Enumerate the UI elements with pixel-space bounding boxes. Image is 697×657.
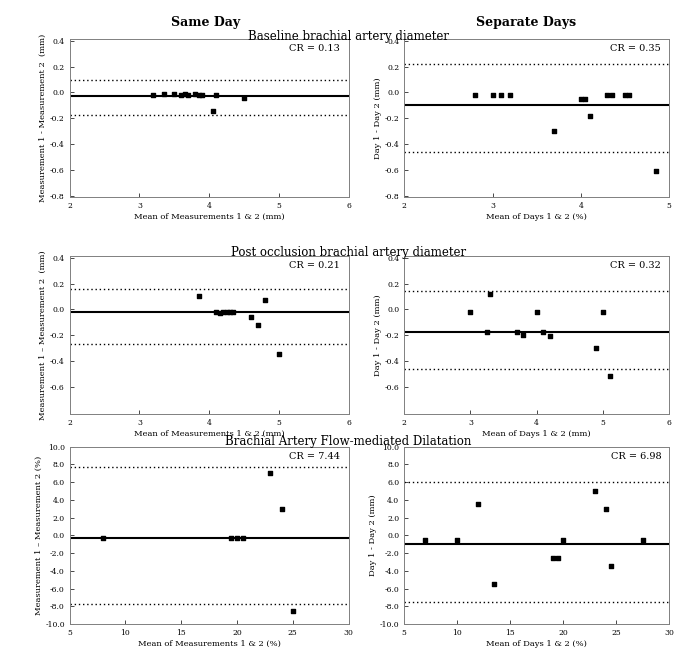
Point <box>473 499 484 510</box>
Point <box>252 319 263 330</box>
Point <box>605 561 616 572</box>
Point <box>265 468 276 478</box>
Point <box>552 553 563 563</box>
X-axis label: Mean of Days 1 & 2 (%): Mean of Days 1 & 2 (%) <box>487 640 587 648</box>
Point <box>217 307 229 317</box>
Point <box>98 533 109 543</box>
Point <box>558 535 569 545</box>
Point <box>420 535 431 545</box>
Point <box>650 166 661 176</box>
Point <box>169 89 180 99</box>
Point <box>210 307 222 317</box>
Point <box>193 291 204 302</box>
Point <box>489 579 500 589</box>
Point <box>469 90 480 101</box>
Point <box>207 105 218 116</box>
Text: Brachial Artery Flow-mediated Dilatation: Brachial Artery Flow-mediated Dilatation <box>225 435 472 448</box>
Point <box>606 90 618 101</box>
Point <box>482 327 493 338</box>
Point <box>273 349 284 359</box>
Point <box>580 94 591 104</box>
Point <box>226 533 237 543</box>
Text: Post occlusion brachial artery diameter: Post occlusion brachial artery diameter <box>231 246 466 260</box>
Point <box>637 535 648 545</box>
Point <box>544 331 556 342</box>
Point <box>597 307 608 317</box>
Point <box>197 90 208 101</box>
Y-axis label: Day 1 - Day 2 (mm): Day 1 - Day 2 (mm) <box>369 495 377 576</box>
Point <box>465 307 476 317</box>
Text: CR = 6.98: CR = 6.98 <box>611 452 661 461</box>
Point <box>221 307 232 317</box>
Y-axis label: Measurement 1 – Measurement 2 (%): Measurement 1 – Measurement 2 (%) <box>34 456 43 615</box>
Point <box>224 307 236 317</box>
Point <box>591 343 602 353</box>
Point <box>590 486 601 497</box>
X-axis label: Mean of Days 1 & 2 (mm): Mean of Days 1 & 2 (mm) <box>482 430 591 438</box>
Point <box>237 533 248 543</box>
Text: CR = 0.35: CR = 0.35 <box>611 44 661 53</box>
Point <box>259 295 270 306</box>
Point <box>485 288 496 299</box>
Point <box>547 553 558 563</box>
Point <box>231 533 243 543</box>
X-axis label: Mean of Measurements 1 & 2 (mm): Mean of Measurements 1 & 2 (mm) <box>134 430 284 438</box>
Y-axis label: Measurement 1 - Measurement 2  (mm): Measurement 1 - Measurement 2 (mm) <box>39 34 47 202</box>
Point <box>496 90 507 101</box>
Point <box>505 90 516 101</box>
X-axis label: Mean of Days 1 & 2 (%): Mean of Days 1 & 2 (%) <box>487 213 587 221</box>
Text: CR = 7.44: CR = 7.44 <box>289 452 340 461</box>
Point <box>193 90 204 101</box>
Point <box>210 90 222 101</box>
Point <box>148 90 159 101</box>
Point <box>176 90 187 101</box>
Point <box>190 89 201 99</box>
Point <box>538 327 549 338</box>
Point <box>158 89 169 99</box>
Point <box>287 606 298 616</box>
Text: CR = 0.32: CR = 0.32 <box>611 261 661 270</box>
Point <box>228 307 239 317</box>
Text: CR = 0.21: CR = 0.21 <box>289 261 340 270</box>
Point <box>604 371 615 382</box>
Y-axis label: Day 1 - Day 2 (mm): Day 1 - Day 2 (mm) <box>374 294 382 376</box>
Text: Separate Days: Separate Days <box>476 16 576 30</box>
Point <box>624 90 635 101</box>
Text: CR = 0.13: CR = 0.13 <box>289 44 340 53</box>
Point <box>549 126 560 137</box>
Point <box>584 110 595 121</box>
Point <box>238 93 250 103</box>
Point <box>452 535 463 545</box>
Point <box>575 94 586 104</box>
Point <box>602 90 613 101</box>
Text: Same Day: Same Day <box>171 16 240 30</box>
Point <box>183 90 194 101</box>
Point <box>179 89 190 99</box>
X-axis label: Mean of Measurements 1 & 2 (mm): Mean of Measurements 1 & 2 (mm) <box>134 213 284 221</box>
Text: Baseline brachial artery diameter: Baseline brachial artery diameter <box>248 30 449 43</box>
X-axis label: Mean of Measurements 1 & 2 (%): Mean of Measurements 1 & 2 (%) <box>138 640 280 648</box>
Point <box>600 503 611 514</box>
Y-axis label: Day 1 - Day 2 (mm): Day 1 - Day 2 (mm) <box>374 78 382 159</box>
Y-axis label: Measurement 1 – Measurement 2  (mm): Measurement 1 – Measurement 2 (mm) <box>39 250 47 420</box>
Point <box>214 308 225 319</box>
Point <box>487 90 498 101</box>
Point <box>245 312 256 323</box>
Point <box>620 90 631 101</box>
Point <box>276 503 287 514</box>
Point <box>512 327 523 338</box>
Point <box>531 307 542 317</box>
Point <box>518 330 529 340</box>
